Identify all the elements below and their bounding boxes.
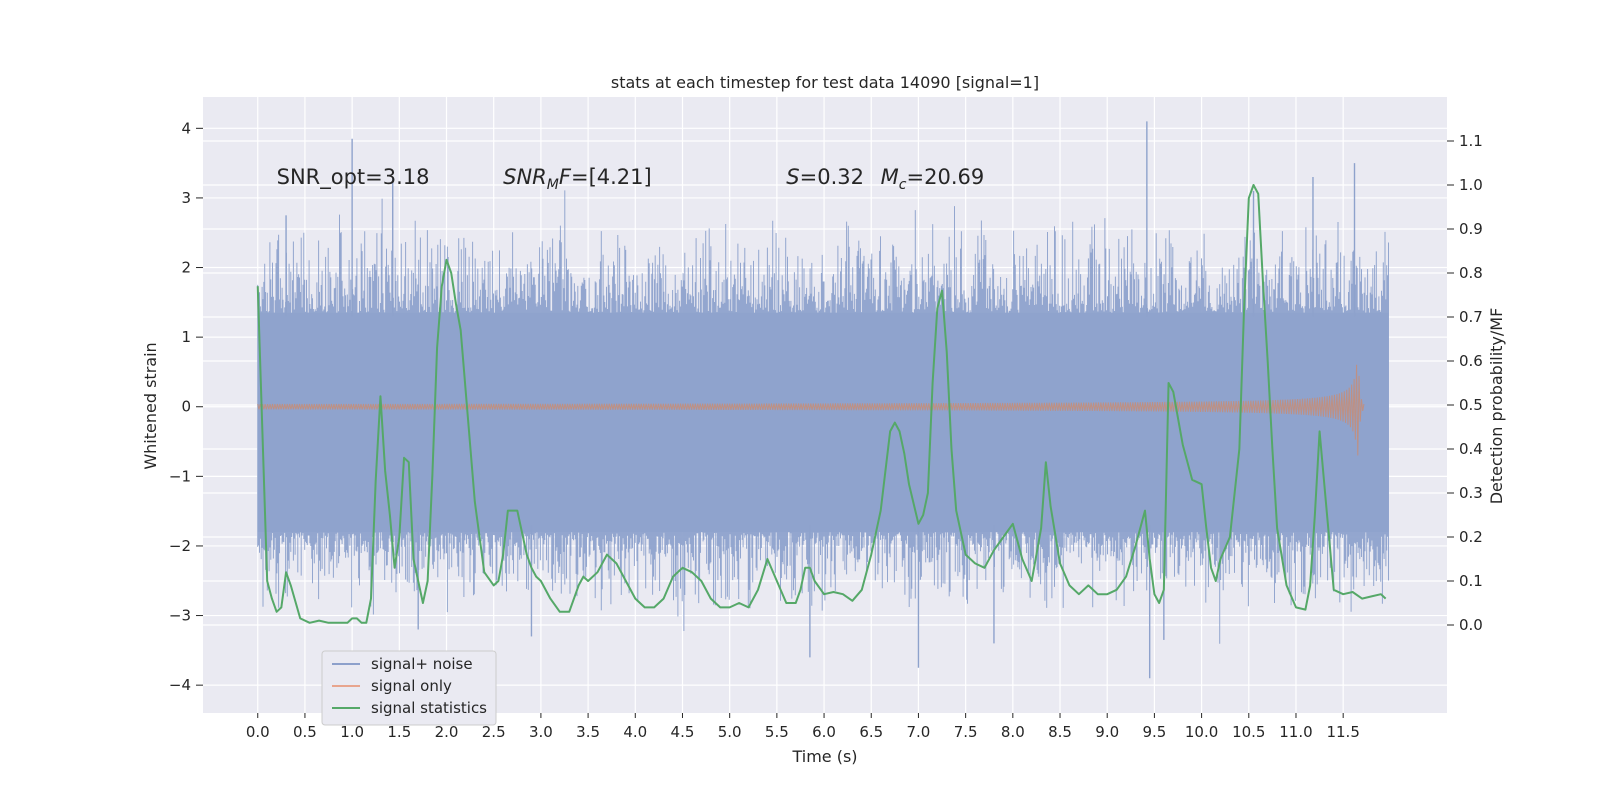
y2-tick-label-6: 0.5 (1459, 396, 1483, 414)
y2-tick-label-8: 0.3 (1459, 484, 1483, 502)
x-tick-label-15: 7.5 (954, 723, 978, 741)
y2-tick-label-9: 0.2 (1459, 528, 1483, 546)
x-tick-label-10: 5.0 (718, 723, 742, 741)
y-tick-label-6: −2 (169, 537, 191, 555)
signal-statistics-series (256, 184, 1387, 624)
y2-tick-label-7: 0.4 (1459, 440, 1483, 458)
y2-tick-label-11: 0.0 (1459, 616, 1483, 634)
x-tick-label-20: 10.0 (1185, 723, 1218, 741)
legend: signal+ noise signal only signal statist… (321, 650, 497, 726)
x-tick-label-17: 8.5 (1048, 723, 1072, 741)
y-tick-label-1: 3 (181, 189, 191, 207)
signal-only-series (257, 364, 1365, 456)
legend-label-signal-only: signal only (371, 677, 452, 695)
legend-label-signal-noise: signal+ noise (371, 655, 473, 673)
x-tick-label-1: 0.5 (293, 723, 317, 741)
annotation-2: S=0.32 (786, 165, 864, 189)
annotation-3: Mc=20.69 (881, 165, 985, 193)
y-tick-label-7: −3 (169, 607, 191, 625)
y2-tick-label-4: 0.7 (1459, 308, 1483, 326)
y2-tick-label-0: 1.1 (1459, 132, 1483, 150)
x-tick-label-22: 11.0 (1279, 723, 1312, 741)
x-tick-label-12: 6.0 (812, 723, 836, 741)
x-tick-label-18: 9.0 (1095, 723, 1119, 741)
x-tick-label-19: 9.5 (1142, 723, 1166, 741)
y2-tick-label-10: 0.1 (1459, 572, 1483, 590)
y-tick-label-2: 2 (181, 259, 191, 277)
x-tick-label-4: 2.0 (435, 723, 459, 741)
x-axis-label: Time (s) (791, 747, 857, 766)
y2-tick-label-5: 0.6 (1459, 352, 1483, 370)
x-tick-label-0: 0.0 (246, 723, 270, 741)
y-tick-label-8: −4 (169, 676, 191, 694)
x-tick-label-2: 1.0 (340, 723, 364, 741)
x-tick-label-5: 2.5 (482, 723, 506, 741)
y2-tick-label-2: 0.9 (1459, 220, 1483, 238)
annotations: SNR_opt=3.18 SNRMF=[4.21] S=0.32 Mc=20.69 (277, 165, 985, 193)
y-tick-label-4: 0 (181, 398, 191, 416)
y2-tick-label-1: 1.0 (1459, 176, 1483, 194)
y-tick-label-3: 1 (181, 328, 191, 346)
x-tick-label-3: 1.5 (387, 723, 411, 741)
x-tick-label-16: 8.0 (1001, 723, 1025, 741)
annotation-0: SNR_opt=3.18 (277, 165, 430, 190)
x-tick-label-13: 6.5 (859, 723, 883, 741)
x-tick-label-9: 4.5 (671, 723, 695, 741)
y-axis-label: Whitened strain (141, 342, 160, 469)
y-tick-label-5: −1 (169, 467, 191, 485)
signal-statistics-line (256, 184, 1387, 624)
annotation-1: SNRMF=[4.21] (503, 165, 652, 193)
signal-plus-noise-series (257, 121, 1389, 679)
y2-axis-label: Detection probability/MF (1487, 308, 1506, 505)
x-tick-label-14: 7.0 (907, 723, 931, 741)
axis-ticks: 0.0 0.5 1.0 1.5 2.0 2.5 3.0 3.5 4.0 4.5 5.0 5.5 6.0 6… (169, 119, 1483, 741)
x-tick-label-11: 5.5 (765, 723, 789, 741)
legend-box (321, 650, 497, 726)
signal-only-trace (257, 364, 1365, 456)
chart-title: stats at each timestep for test data 140… (611, 73, 1039, 92)
y-tick-label-0: 4 (181, 119, 191, 137)
x-tick-label-8: 4.0 (623, 723, 647, 741)
x-tick-label-6: 3.0 (529, 723, 553, 741)
legend-label-signal-statistics: signal statistics (371, 699, 487, 717)
x-tick-label-21: 10.5 (1232, 723, 1265, 741)
x-tick-label-23: 11.5 (1326, 723, 1359, 741)
x-tick-label-7: 3.5 (576, 723, 600, 741)
y2-tick-label-3: 0.8 (1459, 264, 1483, 282)
